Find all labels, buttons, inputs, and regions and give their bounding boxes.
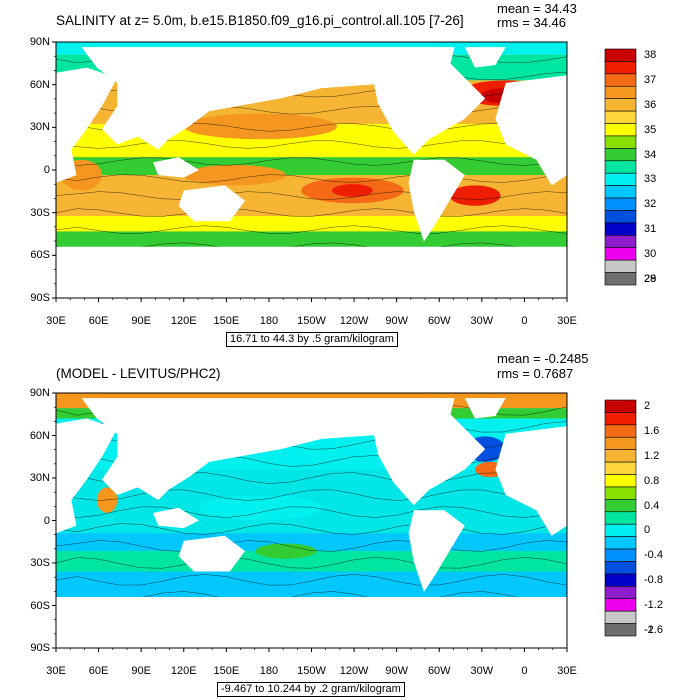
colorbar-label: 0.8 [644,474,660,487]
lat-tick-label: 60N [29,78,50,91]
lat-tick-label: 90S [30,292,50,304]
lon-tick-label: 120W [339,315,369,327]
lon-tick-label: 60E [88,665,109,677]
lon-tick-label: 150E [213,315,240,327]
colorbar-swatch [604,511,637,525]
lat-tick-label: 60N [29,429,50,442]
colorbar-swatch [604,436,637,450]
colorbar-swatch [604,499,637,513]
panel-2-title: (MODEL - LEVITUS/PHC2) [56,366,221,381]
colorbar-swatch [604,486,637,500]
lat-tick-label: 60S [30,249,50,262]
colorbar-label: 35 [644,123,657,136]
colorbar-label: 31 [644,223,657,236]
colorbar-label: 36 [644,98,657,111]
lat-tick-label: 0 [43,514,50,527]
colorbar-swatch [604,412,637,426]
lat-tick-label: 60S [30,599,50,612]
lon-tick-label: 60E [88,315,109,327]
colorbar-swatch [604,598,637,612]
colorbar-swatch [604,523,637,537]
lon-tick-label: 60W [427,665,451,677]
colorbar-label: 37 [644,74,657,87]
lon-tick-label: 90W [385,315,408,327]
lat-tick-label: 30N [29,121,50,134]
colorbar-swatch [604,561,637,575]
colorbar-swatch [604,449,637,463]
lon-tick-label: 120W [339,665,369,677]
panel-1-mean: mean = 34.43 [497,1,577,16]
lon-tick-label: 150E [213,665,240,677]
colorbar-swatch [604,573,637,587]
lon-tick-label: 30W [470,315,494,327]
colorbar-label: -2 [644,623,654,636]
lon-tick-label: 0 [521,315,528,327]
panel-2-mean: mean = -0.2485 [497,351,589,366]
lon-tick-label: 90E [131,665,151,677]
lon-tick-label: 90W [385,665,408,677]
lon-tick-label: 120E [170,665,197,677]
colorbar-label: 30 [644,247,657,260]
lon-tick-label: 120E [170,315,197,327]
lon-tick-label: 180 [259,315,279,327]
colorbar-label: 2 [644,400,651,413]
panel-2-range-label: -9.467 to 10.244 by .2 gram/kilogram [217,682,405,697]
lon-tick-label: 90E [131,315,151,327]
panel-1-rms: rms = 34.46 [497,15,567,30]
lat-tick-label: 90S [30,642,50,654]
colorbar-label: -0.4 [644,549,663,562]
colorbar-label: 0 [644,524,651,537]
colorbar-label: 33 [644,173,657,186]
colorbar-swatch [604,536,637,550]
colorbar-label: -0.8 [644,574,663,587]
colorbar-label: 0.4 [644,499,660,512]
lat-tick-label: 90N [29,387,50,399]
lat-tick-label: 30N [29,472,50,484]
panel-1-title: SALINITY at z= 5.0m, b.e15.B1850.f09_g16… [56,13,464,28]
lon-tick-label: 30E [46,665,66,677]
lon-tick-label: 30E [557,665,577,677]
colorbar-label: 1.6 [644,425,660,438]
colorbar-swatch [604,461,637,475]
panel-1-range-label: 16.71 to 44.3 by .5 gram/kilogram [226,332,398,347]
colorbar-label: 28 [644,272,657,285]
lon-tick-label: 0 [521,665,528,677]
colorbar-swatch [604,610,637,624]
colorbar-swatch [604,272,637,286]
colorbar-swatch [604,586,637,600]
lat-tick-label: 30S [30,206,50,219]
colorbar-swatch [604,474,637,488]
lon-tick-label: 150W [297,315,326,327]
lon-tick-label: 60W [427,315,451,327]
colorbar-swatch [604,623,637,637]
colorbar-label: -1.6 [644,623,663,636]
colorbar-label: 29 [644,272,657,285]
lat-tick-label: 90N [29,36,50,48]
colorbar-swatch [604,399,637,413]
lat-tick-label: 0 [43,164,50,176]
lon-tick-label: 30W [470,665,494,677]
colorbar-label: 1.2 [644,449,660,462]
panel-2-rms: rms = 0.7687 [497,366,574,381]
lat-tick-label: 30S [30,557,50,569]
lon-tick-label: 150W [297,665,326,677]
colorbar-label: 38 [644,49,657,62]
colorbar-swatch [604,548,637,562]
lon-tick-label: 180 [259,665,279,677]
lon-tick-label: 30E [46,315,66,327]
colorbar-label: 32 [644,198,657,211]
colorbar-label: 34 [644,148,657,161]
colorbar-label: -1.2 [644,598,663,611]
colorbar-swatch [604,424,637,438]
lon-tick-label: 30E [557,315,577,327]
